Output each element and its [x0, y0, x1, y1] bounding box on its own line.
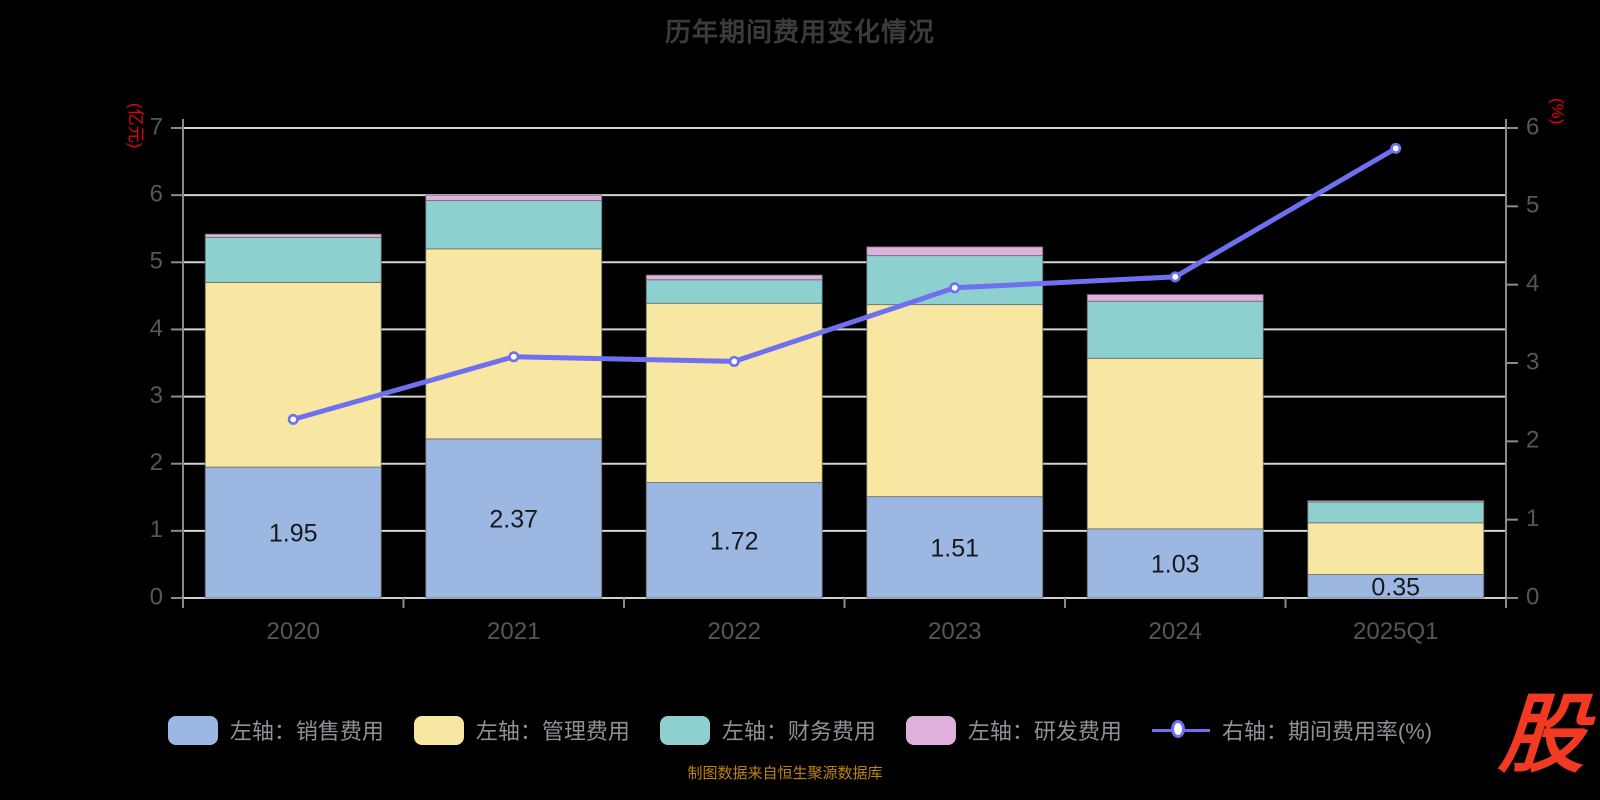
- bar-segment-2023[interactable]: [866, 496, 1044, 599]
- x-axis-category-label: 2021: [487, 618, 540, 645]
- right-axis-tick-label: 3: [1526, 348, 1539, 375]
- bar-segment-2023[interactable]: [866, 255, 1044, 306]
- bar-segment-2022[interactable]: [645, 482, 823, 599]
- legend-item-5[interactable]: 右轴：期间费用率(%): [1151, 714, 1433, 746]
- bar-segment-2021[interactable]: [425, 200, 603, 250]
- bar-value-label: 1.95: [269, 520, 318, 548]
- x-axis-category-label: 2022: [708, 618, 761, 645]
- line-point[interactable]: [1169, 271, 1181, 283]
- left-axis-tick-label: 3: [150, 382, 163, 409]
- bar-segment-2024[interactable]: [1086, 300, 1264, 359]
- bar-segment-2021[interactable]: [425, 438, 603, 599]
- bar-segment-2021[interactable]: [425, 194, 603, 202]
- left-axis-tick-label: 1: [150, 516, 163, 543]
- left-axis-tick-label: 6: [150, 180, 163, 207]
- left-axis-tick-label: 0: [150, 583, 163, 610]
- bar-value-label: 2.37: [489, 505, 538, 533]
- bar-segment-2024[interactable]: [1086, 294, 1264, 302]
- x-axis-category-label: 2024: [1149, 618, 1202, 645]
- right-axis-tick-label: 0: [1526, 583, 1539, 610]
- line-point[interactable]: [1390, 142, 1402, 154]
- bar-segment-2020[interactable]: [204, 281, 382, 468]
- bar-segment-2024[interactable]: [1086, 528, 1264, 599]
- bar-segment-2025Q1[interactable]: [1307, 501, 1485, 524]
- legend-item-1[interactable]: 左轴：销售费用: [167, 714, 384, 746]
- bar-segment-2022[interactable]: [645, 302, 823, 484]
- line-point[interactable]: [949, 282, 961, 294]
- rate-line: [290, 145, 1399, 422]
- bar-value-label: 1.03: [1151, 550, 1200, 578]
- bar-segment-2023[interactable]: [866, 246, 1044, 257]
- legend-label: 右轴：期间费用率(%): [1221, 719, 1433, 744]
- legend-swatch-icon: [167, 715, 218, 745]
- bar-segment-2025Q1[interactable]: [1307, 522, 1485, 575]
- bar-segment-2020[interactable]: [204, 233, 382, 238]
- right-axis-tick-label: 4: [1526, 270, 1539, 297]
- right-axis-tick-label: 2: [1526, 427, 1539, 454]
- left-axis-name: (亿元): [126, 103, 145, 148]
- legend-label: 左轴：管理费用: [475, 719, 630, 744]
- right-axis-tick-label: 6: [1526, 113, 1539, 140]
- line-point[interactable]: [508, 351, 520, 363]
- right-axis-name: (%): [1548, 98, 1567, 124]
- line-point[interactable]: [728, 355, 740, 367]
- left-axis-tick-label: 2: [150, 449, 163, 476]
- legend-line-marker-icon: [1151, 720, 1210, 739]
- legend-dot-icon: [1170, 720, 1185, 738]
- line-point[interactable]: [287, 413, 299, 425]
- legend-item-4[interactable]: 左轴：研发费用: [905, 714, 1122, 746]
- bar-value-label: 1.51: [930, 534, 979, 562]
- legend-item-2[interactable]: 左轴：管理费用: [413, 714, 630, 746]
- bar-segment-2020[interactable]: [204, 236, 382, 283]
- bar-segment-2022[interactable]: [645, 274, 823, 281]
- left-axis-tick-label: 7: [150, 113, 163, 140]
- bar-segment-2025Q1[interactable]: [1307, 500, 1485, 503]
- bar-segment-2022[interactable]: [645, 279, 823, 304]
- right-axis-tick-label: 5: [1526, 192, 1539, 219]
- data-source-note: 制图数据来自恒生聚源数据库: [687, 765, 883, 782]
- x-axis-category-label: 2025Q1: [1353, 618, 1438, 645]
- right-axis-tick-label: 1: [1526, 505, 1539, 532]
- bar-segment-2020[interactable]: [204, 466, 382, 599]
- bar-segment-2023[interactable]: [866, 304, 1044, 498]
- brand-logo: 股: [1496, 687, 1590, 783]
- legend-label: 左轴：财务费用: [721, 719, 876, 744]
- left-axis-tick-label: 5: [150, 248, 163, 275]
- bar-value-label: 0.35: [1371, 573, 1420, 601]
- x-axis-category-label: 2023: [928, 618, 981, 645]
- legend-swatch-icon: [413, 715, 464, 745]
- chart-title: 历年期间费用变化情况: [664, 17, 935, 47]
- x-axis-category-label: 2020: [267, 618, 320, 645]
- legend-label: 左轴：销售费用: [229, 719, 384, 744]
- legend-item-3[interactable]: 左轴：财务费用: [659, 714, 876, 746]
- legend-swatch-icon: [659, 715, 710, 745]
- bar-value-label: 1.72: [710, 527, 759, 555]
- legend-label: 左轴：研发费用: [967, 719, 1122, 744]
- bar-segment-2021[interactable]: [425, 248, 603, 440]
- bar-segment-2024[interactable]: [1086, 357, 1264, 530]
- left-axis-tick-label: 4: [150, 315, 163, 342]
- legend: 左轴：销售费用 左轴：管理费用 左轴：财务费用 左轴：研发费用 右轴：期间费用率(%): [0, 714, 1600, 746]
- legend-swatch-icon: [905, 715, 956, 745]
